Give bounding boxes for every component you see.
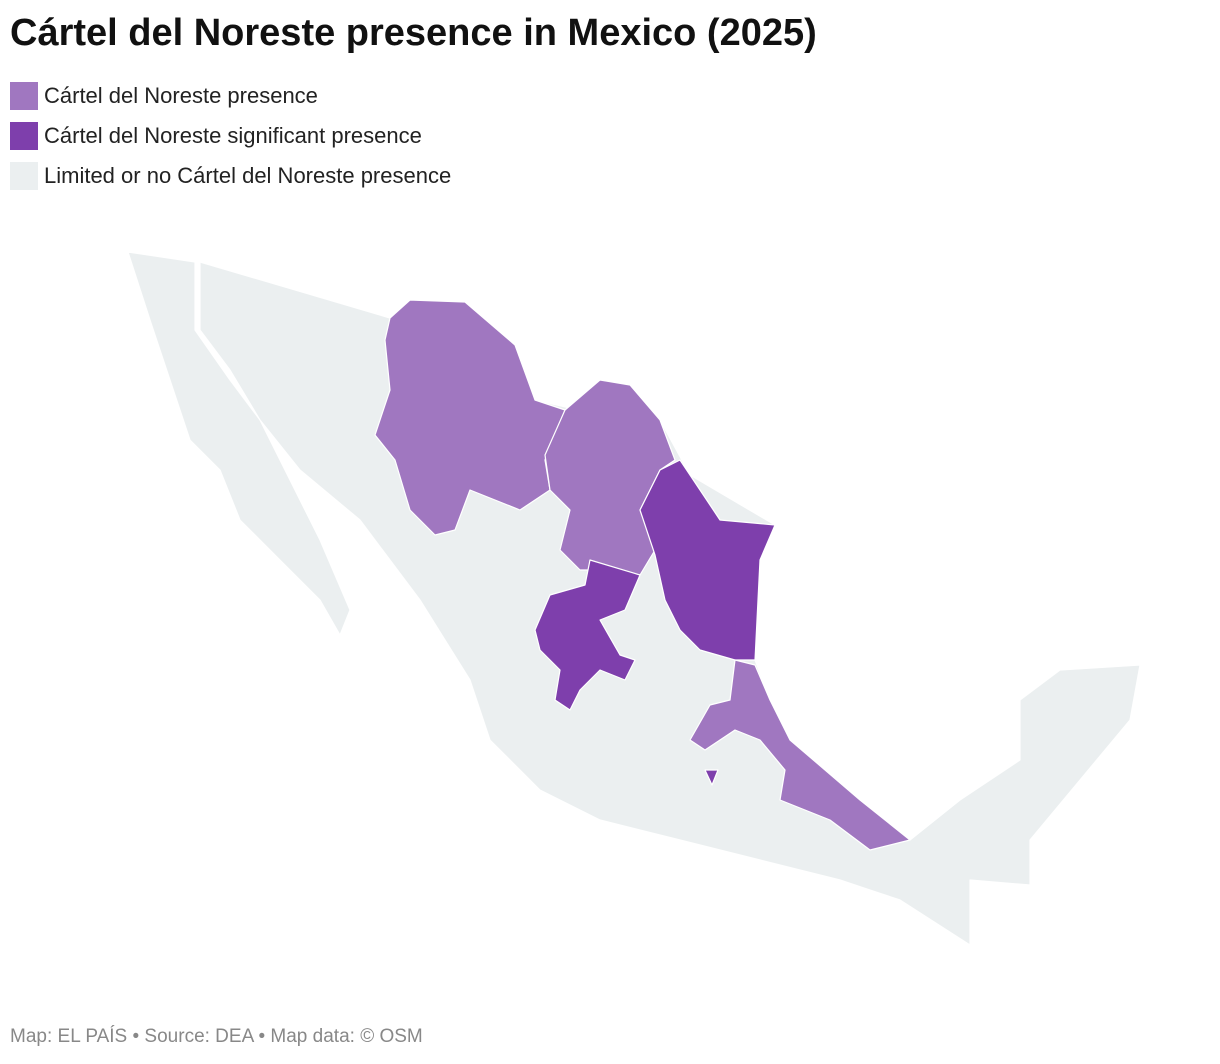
title: Cártel del Noreste presence in Mexico (2…	[10, 12, 817, 54]
region	[639, 459, 776, 661]
legend-item: Cártel del Noreste significant presence	[10, 122, 422, 150]
legend-item: Cártel del Noreste presence	[10, 82, 318, 110]
legend-label: Cártel del Noreste significant presence	[44, 123, 422, 148]
legend-swatch	[10, 82, 38, 110]
region	[544, 379, 676, 576]
legend-label: Limited or no Cártel del Noreste presenc…	[44, 163, 452, 188]
legend-item: Limited or no Cártel del Noreste presenc…	[10, 162, 451, 190]
legend-swatch	[10, 162, 38, 190]
region	[127, 251, 351, 636]
region	[704, 769, 719, 786]
footer: Map: EL PAÍS • Source: DEA • Map data: ©…	[10, 1026, 423, 1047]
region	[689, 659, 911, 851]
legend-label: Cártel del Noreste presence	[44, 83, 318, 108]
legend-swatch	[10, 122, 38, 150]
region	[534, 559, 641, 711]
region	[374, 299, 566, 536]
